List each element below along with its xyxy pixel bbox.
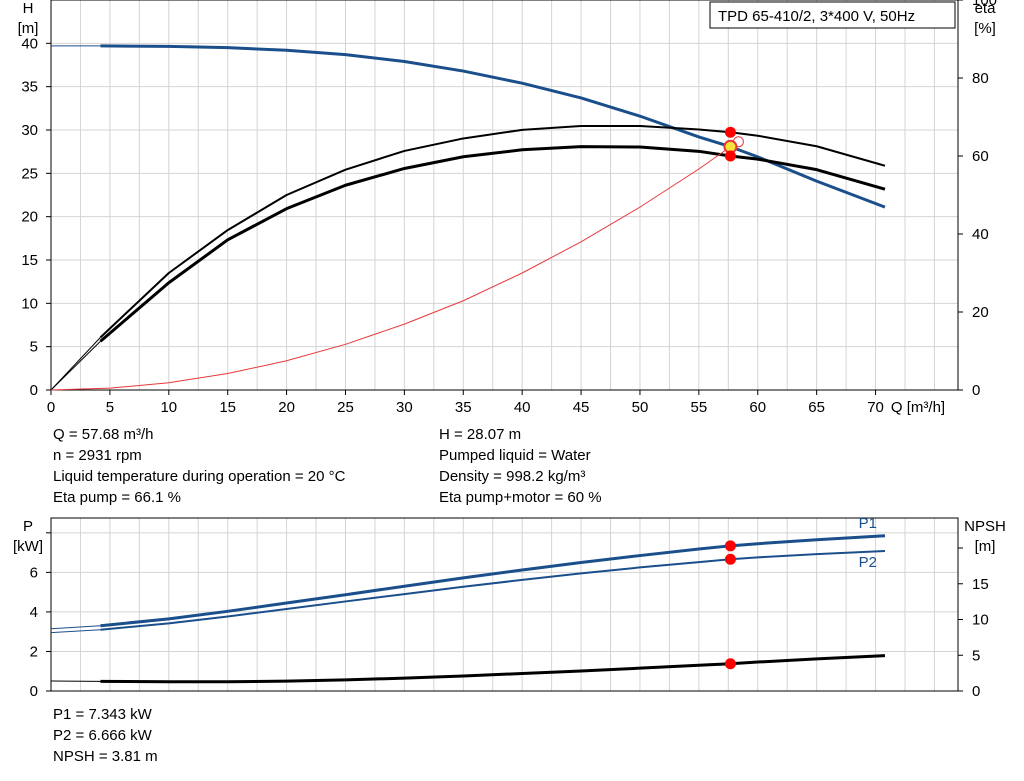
y-axis-label-left: P	[23, 518, 33, 535]
y-tick-label-left: 2	[30, 643, 38, 660]
title-frame	[709, 1, 956, 29]
y-tick-label-left: 0	[30, 382, 38, 399]
y-tick-label-right: 15	[972, 576, 989, 593]
density-readout: Density = 998.2 kg/m³	[439, 468, 586, 485]
operating-point-marker	[724, 540, 736, 552]
x-tick-label: 25	[337, 399, 354, 416]
p2-readout: P2 = 6.666 kW	[53, 727, 152, 744]
plot-frame	[50, 0, 959, 391]
y-tick-label-right: 5	[972, 647, 980, 664]
x-tick-label: 30	[396, 399, 413, 416]
y-axis-label-right-unit: [%]	[974, 20, 996, 37]
x-tick-label: 5	[106, 399, 114, 416]
y-tick-label-left: 40	[21, 35, 38, 52]
series-label-p1: P1	[859, 515, 877, 532]
p1-readout: P1 = 7.343 kW	[53, 706, 152, 723]
curve-p1-extension	[50, 625, 101, 630]
x-tick-label: 45	[573, 399, 590, 416]
x-tick-label: 20	[278, 399, 295, 416]
curve-eta_total-extension	[50, 340, 101, 391]
chart-title: TPD 65-410/2, 3*400 V, 50Hz	[718, 8, 915, 25]
y-tick-label-right: 10	[972, 612, 989, 629]
x-tick-label: 50	[632, 399, 649, 416]
operating-point-marker	[724, 150, 736, 162]
y-tick-label-left: 4	[30, 604, 38, 621]
eta-pump-readout: Eta pump = 66.1 %	[53, 489, 181, 506]
y-tick-label-right: 0	[972, 382, 980, 399]
y-axis-label-left-unit: [m]	[18, 20, 39, 37]
flow-readout: Q = 57.68 m³/h	[53, 426, 154, 443]
y-tick-label-left: 10	[21, 295, 38, 312]
x-tick-label: 0	[47, 399, 55, 416]
curve-npsh	[100, 654, 886, 684]
curve-head	[100, 44, 886, 209]
operating-point-marker	[724, 658, 736, 670]
y-axis-label-right: NPSH	[964, 518, 1006, 535]
x-tick-label: 55	[691, 399, 708, 416]
y-tick-label-left: 35	[21, 79, 38, 96]
x-tick-label: 60	[749, 399, 766, 416]
x-tick-label: 15	[219, 399, 236, 416]
curve-system	[50, 146, 731, 391]
eta-total-readout: Eta pump+motor = 60 %	[439, 489, 602, 506]
curve-eta_pump	[99, 124, 886, 339]
operating-info-right: H = 28.07 m Pumped liquid = Water Densit…	[439, 424, 602, 508]
liquid-readout: Pumped liquid = Water	[439, 447, 591, 464]
x-tick-label: 65	[808, 399, 825, 416]
y-tick-label-left: 15	[21, 252, 38, 269]
y-tick-label-right: 100	[972, 0, 997, 9]
curve-p1	[100, 534, 886, 628]
y-axis-label-right: eta	[975, 0, 997, 17]
x-tick-label: 70	[867, 399, 884, 416]
y-tick-label-right: 60	[972, 148, 989, 165]
speed-readout: n = 2931 rpm	[53, 447, 142, 464]
y-tick-label-left: 0	[30, 683, 38, 700]
chart-title-box: TPD 65-410/2, 3*400 V, 50Hz	[709, 1, 956, 29]
operating-point-marker	[724, 126, 736, 138]
y-axis-label-left-unit: [kW]	[13, 538, 43, 555]
y-tick-label-left: 5	[30, 339, 38, 356]
y-axis-label-left: H	[23, 0, 34, 17]
y-tick-label-right: 40	[972, 226, 989, 243]
y-tick-label-left: 30	[21, 122, 38, 139]
y-tick-label-left: 25	[21, 165, 38, 182]
temperature-readout: Liquid temperature during operation = 20…	[53, 468, 346, 485]
y-tick-label-right: 0	[972, 683, 980, 700]
power-info: P1 = 7.343 kW P2 = 6.666 kW NPSH = 3.81 …	[53, 704, 158, 767]
y-tick-label-right: 20	[972, 304, 989, 321]
operating-info-left: Q = 57.68 m³/h n = 2931 rpm Liquid tempe…	[53, 424, 345, 508]
x-tick-label: 40	[514, 399, 531, 416]
x-tick-label: 10	[160, 399, 177, 416]
x-axis-label: Q [m³/h]	[891, 399, 945, 416]
head-readout: H = 28.07 m	[439, 426, 522, 443]
curve-p2	[100, 550, 886, 631]
y-tick-label-right: 80	[972, 70, 989, 87]
y-axis-label-right-unit: [m]	[975, 538, 996, 555]
curve-eta_total	[99, 145, 886, 343]
operating-point-marker	[724, 553, 736, 565]
x-tick-label: 35	[455, 399, 472, 416]
curve-p2-extension	[50, 629, 101, 634]
plot-frame	[50, 517, 959, 692]
y-tick-label-left: 6	[30, 564, 38, 581]
npsh-readout: NPSH = 3.81 m	[53, 748, 158, 765]
y-tick-label-left: 20	[21, 209, 38, 226]
series-label-p2: P2	[859, 554, 877, 571]
